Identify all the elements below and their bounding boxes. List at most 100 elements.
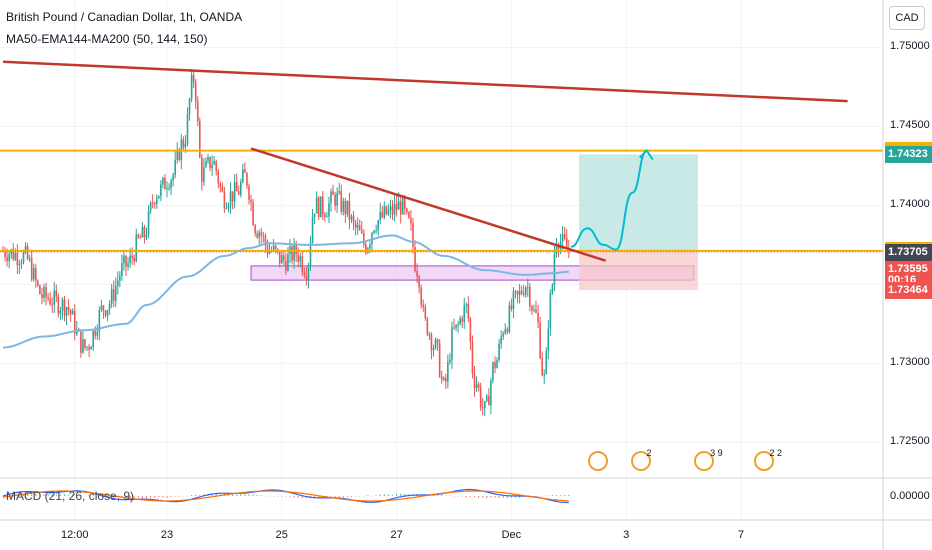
- event-flag-icon[interactable]: [630, 451, 651, 471]
- macd-histogram-bar: [350, 496, 353, 498]
- macd-legend[interactable]: MACD (21, 26, close, 9): [6, 489, 135, 503]
- candle-body: [8, 254, 10, 261]
- macd-histogram-bar: [178, 496, 180, 497]
- candle-body: [529, 287, 531, 307]
- currency-button[interactable]: CAD: [889, 6, 925, 30]
- candle-body: [246, 172, 248, 187]
- candle-body: [406, 208, 408, 213]
- candle-body: [463, 305, 466, 322]
- candle-body: [57, 296, 60, 314]
- y-tick-label: 1.73000: [890, 356, 930, 369]
- macd-histogram-bar: [383, 494, 385, 496]
- candle-body: [488, 395, 490, 406]
- candle-body: [215, 161, 217, 172]
- macd-histogram-bar: [437, 495, 439, 496]
- macd-histogram-bar: [338, 496, 340, 498]
- candle-body: [20, 262, 23, 264]
- event-flag-icon[interactable]: [587, 451, 608, 471]
- macd-histogram-bar: [400, 493, 402, 496]
- candle-body: [12, 249, 15, 260]
- candle-body: [63, 299, 66, 316]
- candle-body: [490, 380, 492, 406]
- macd-histogram-bar: [494, 496, 496, 498]
- candle-body: [43, 286, 45, 298]
- candle-body: [229, 191, 232, 206]
- candle-body: [397, 201, 400, 210]
- candle-body: [395, 203, 398, 210]
- macd-histogram-bar: [191, 495, 193, 496]
- candle-body: [18, 263, 21, 265]
- macd-histogram-bar: [92, 496, 94, 497]
- candle-body: [223, 191, 226, 209]
- candle-body: [225, 208, 228, 210]
- candle-body: [192, 74, 195, 83]
- macd-histogram-bar: [449, 495, 451, 496]
- price-label: 1.74323: [885, 145, 932, 163]
- candle-body: [301, 256, 304, 273]
- candle-body: [227, 205, 230, 209]
- macd-histogram-bar: [441, 494, 443, 496]
- macd-value: 0.00000: [890, 490, 930, 502]
- candle-body: [492, 362, 494, 381]
- macd-histogram-bar: [371, 495, 373, 497]
- candle-body: [30, 258, 33, 280]
- candle-body: [213, 161, 215, 165]
- candle-body: [336, 192, 338, 206]
- event-flag-icon[interactable]: [694, 451, 715, 471]
- candle-body: [264, 235, 267, 246]
- candle-body: [114, 285, 117, 301]
- candle-body: [82, 339, 84, 353]
- candle-body: [475, 384, 478, 389]
- macd-histogram-bar: [154, 496, 156, 498]
- candle-body: [311, 216, 314, 243]
- candle-body: [281, 255, 283, 264]
- candle-body: [217, 171, 220, 184]
- macd-histogram-bar: [260, 495, 262, 496]
- macd-histogram-bar: [560, 495, 562, 496]
- y-tick-label: 1.74500: [890, 119, 930, 132]
- candle-body: [553, 254, 556, 286]
- candle-body: [467, 303, 470, 319]
- macd-histogram-bar: [318, 496, 320, 498]
- candle-body: [424, 306, 427, 319]
- candle-body: [432, 348, 435, 351]
- macd-histogram-bar: [473, 496, 476, 498]
- candle-body: [104, 310, 107, 316]
- macd-histogram-bar: [76, 495, 78, 496]
- candle-body: [338, 190, 340, 193]
- candle-body: [434, 339, 437, 349]
- macd-histogram-bar: [482, 496, 484, 498]
- macd-histogram-bar: [43, 494, 45, 496]
- candle-body: [283, 255, 285, 261]
- candle-body: [356, 225, 359, 228]
- candle-body: [268, 250, 271, 254]
- candle-body: [242, 169, 244, 182]
- candle-body: [274, 245, 277, 249]
- candle-body: [184, 143, 187, 148]
- candle-body: [309, 242, 312, 265]
- candle-body: [508, 305, 511, 333]
- candle-body: [451, 327, 453, 360]
- candle-body: [108, 303, 111, 310]
- candle-body: [334, 194, 336, 206]
- macd-histogram-bar: [35, 493, 37, 496]
- candle-body: [139, 237, 142, 239]
- macd-pane: [2, 488, 570, 504]
- candle-body: [112, 289, 115, 301]
- candle-body: [408, 212, 410, 218]
- macd-histogram-bar: [564, 494, 566, 496]
- candle-body: [313, 213, 316, 217]
- candle-body: [67, 307, 70, 310]
- indicator-legend[interactable]: MA50-EMA144-MA200 (50, 144, 150): [6, 32, 208, 46]
- candle-body: [127, 263, 129, 267]
- candle-body: [262, 235, 265, 237]
- candle-body: [512, 291, 515, 309]
- event-flag-icon[interactable]: [753, 451, 774, 471]
- candle-body: [129, 255, 131, 264]
- macd-histogram-bar: [174, 496, 176, 497]
- macd-histogram-bar: [162, 496, 164, 498]
- candle-body: [73, 310, 76, 334]
- candle-body: [344, 200, 347, 215]
- macd-histogram-bar: [539, 496, 541, 497]
